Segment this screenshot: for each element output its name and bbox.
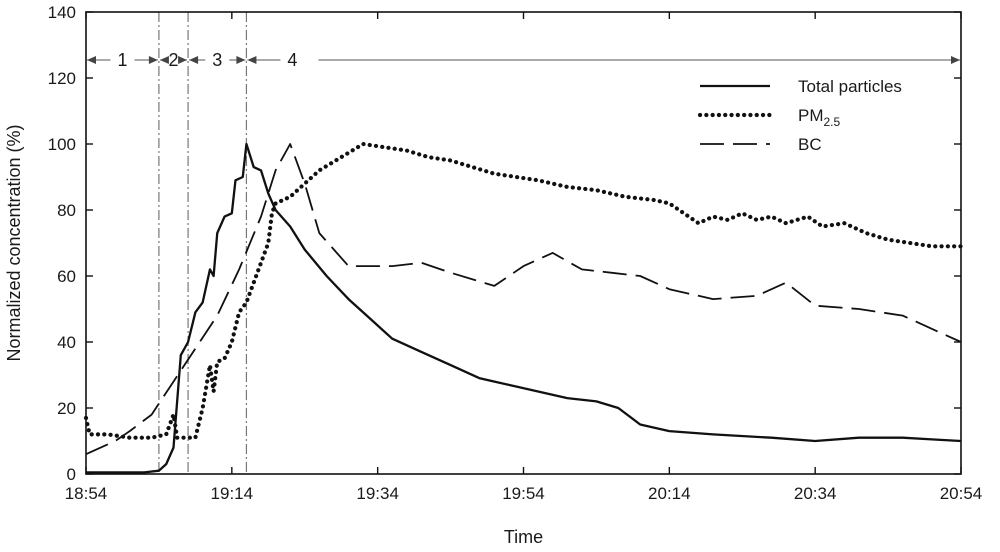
x-tick-label: 19:34 xyxy=(356,484,399,503)
y-tick-label: 100 xyxy=(48,135,76,154)
series-line-dashed xyxy=(85,143,962,456)
phase-arrowhead xyxy=(159,56,169,64)
series-line-solid xyxy=(86,142,962,474)
y-tick-label: 20 xyxy=(57,399,76,418)
y-tick-label: 120 xyxy=(48,69,76,88)
x-tick-label: 19:54 xyxy=(502,484,545,503)
phase-arrowhead xyxy=(951,56,960,64)
x-tick-label: 18:54 xyxy=(65,484,108,503)
y-tick-label: 0 xyxy=(67,465,76,484)
x-tick-label: 20:34 xyxy=(794,484,837,503)
series-line-dotted xyxy=(83,141,964,440)
y-axis-title: Normalized concentration (%) xyxy=(4,124,24,361)
y-tick-label: 140 xyxy=(48,3,76,22)
axis-layer: 18:54 19:14 19:34 19:54 20:14 20:34 20:54 0 20 40… xyxy=(48,3,983,503)
y-tick-label: 60 xyxy=(57,267,76,286)
phase-arrowhead xyxy=(247,56,257,64)
phase-arrowhead xyxy=(236,56,246,64)
legend: Total particles PM2.5 BC xyxy=(697,77,902,154)
phase-layer: 1 2 3 4 xyxy=(87,12,960,474)
phase-arrowhead xyxy=(189,56,199,64)
phase-arrowhead xyxy=(148,56,158,64)
x-tick-label: 19:14 xyxy=(211,484,254,503)
phase-label: 3 xyxy=(212,50,222,70)
phase-arrowhead xyxy=(178,56,188,64)
y-tick-label: 40 xyxy=(57,333,76,352)
legend-label: Total particles xyxy=(798,77,902,96)
phase-label: 2 xyxy=(168,50,178,70)
y-tick-label: 80 xyxy=(57,201,76,220)
x-tick-label: 20:14 xyxy=(648,484,691,503)
legend-label: BC xyxy=(798,135,822,154)
x-axis-title: Time xyxy=(504,527,543,547)
legend-label: PM2.5 xyxy=(798,106,841,129)
series-layer xyxy=(83,141,964,474)
phase-label: 1 xyxy=(117,50,127,70)
x-tick-label: 20:54 xyxy=(940,484,983,503)
phase-label: 4 xyxy=(287,50,297,70)
phase-arrowhead xyxy=(87,56,96,64)
